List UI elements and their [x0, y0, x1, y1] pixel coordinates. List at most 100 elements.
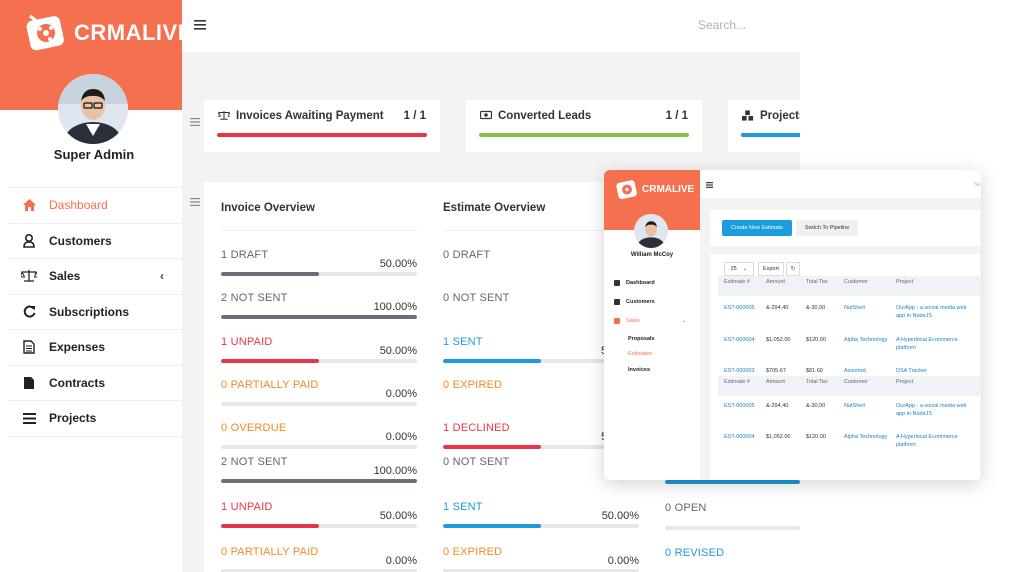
- sidebar-item-contracts[interactable]: Contracts: [8, 364, 182, 401]
- sidebar-item-sales[interactable]: Sales ‹: [8, 258, 182, 294]
- kpi-invoices-awaiting[interactable]: Invoices Awaiting Payment 1 / 1: [204, 100, 440, 152]
- status-label: 0 PARTIALLY PAID: [221, 379, 319, 391]
- chevron-down-icon: ⌄: [681, 318, 687, 324]
- preview-sidebar-item-dashboard[interactable]: Dashboard: [614, 280, 655, 286]
- status-progress-fill: [443, 359, 541, 363]
- sidebar-item-dashboard[interactable]: Dashboard: [8, 187, 182, 223]
- sidebar-item-label: Subscriptions: [49, 304, 130, 319]
- menu-toggle-icon[interactable]: [194, 20, 206, 30]
- column-header[interactable]: Project: [896, 379, 914, 385]
- table-cell[interactable]: A Hyperlocal Ecommerce platform: [896, 337, 958, 351]
- column-header[interactable]: Amount: [766, 379, 785, 385]
- preview-user-name: William McCoy: [630, 252, 674, 258]
- balance-scale-icon: [21, 268, 37, 284]
- switch-pipeline-button[interactable]: Switch To Pipeline: [796, 220, 858, 236]
- bars-icon: [21, 410, 37, 426]
- column-header[interactable]: Total Tax: [806, 279, 828, 285]
- table-cell[interactable]: NutShell: [844, 403, 865, 409]
- avatar[interactable]: [58, 74, 128, 144]
- table-cell[interactable]: EST-000005: [724, 403, 755, 409]
- create-estimate-button[interactable]: Create New Estimate: [722, 220, 792, 236]
- table-cell[interactable]: NutShell: [844, 305, 865, 311]
- sidebar-item-customers[interactable]: Customers: [8, 222, 182, 259]
- table-cell: &‑294,40: [766, 403, 789, 409]
- kpi-title-text: Invoices Awaiting Payment: [236, 110, 384, 122]
- sidebar-item-label: Projects: [49, 411, 97, 426]
- preview-menu-label: Dashboard: [626, 280, 655, 286]
- table-cell: $81.60: [806, 368, 823, 374]
- column-header[interactable]: Customer: [844, 379, 868, 385]
- status-label: 1 DECLINED: [443, 422, 510, 434]
- reload-button[interactable]: ↻: [786, 262, 800, 276]
- table-header: [718, 276, 980, 296]
- avatar[interactable]: [634, 214, 668, 248]
- sidebar-item-label: Dashboard: [49, 198, 108, 213]
- column-header[interactable]: Estimate #: [724, 279, 750, 285]
- status-label: 1 UNPAID: [221, 336, 273, 348]
- status-label: 0 EXPIRED: [443, 546, 503, 558]
- table-cell[interactable]: Alpha Technology: [844, 337, 888, 343]
- overview-bar: [665, 480, 800, 484]
- menu-toggle-icon[interactable]: [706, 182, 713, 188]
- table-cell: &‑30,00: [806, 403, 826, 409]
- column-header[interactable]: Amount: [766, 279, 785, 285]
- column-header[interactable]: Customer: [844, 279, 868, 285]
- topbar: [182, 0, 800, 52]
- table-cell: $120.00: [806, 337, 826, 343]
- drag-handle-icon[interactable]: [190, 198, 200, 206]
- table-cell[interactable]: Alpha Technology: [844, 434, 888, 440]
- preview-sidebar-item-customers[interactable]: Customers: [614, 299, 655, 305]
- column-header[interactable]: Estimate #: [724, 379, 750, 385]
- preview-subitem-estimates[interactable]: Estimates: [628, 351, 653, 357]
- status-percent: 0.00%: [385, 388, 417, 400]
- column-header[interactable]: Total Tax: [806, 379, 828, 385]
- status-percent: 0.00%: [385, 431, 417, 443]
- file-text-icon: [21, 339, 37, 355]
- estimates-preview: CRMALIVE William McCoy Dashboard Custome…: [604, 170, 981, 480]
- preview-subitem-invoices[interactable]: Invoices: [628, 367, 651, 373]
- table-cell[interactable]: Assorted: [844, 368, 866, 374]
- table-cell[interactable]: OurApp - a social media web app in NodeJ…: [896, 403, 967, 417]
- export-button[interactable]: Export: [758, 262, 784, 276]
- column-header[interactable]: Project: [896, 279, 914, 285]
- table-cell[interactable]: EST-000005: [724, 305, 755, 311]
- status-progress-bar: [443, 445, 639, 449]
- page-size-select[interactable]: 25 ⌄: [724, 262, 754, 276]
- sidebar-item-label: Sales: [49, 269, 81, 284]
- preview-sidebar-item-sales[interactable]: Sales ⌄: [614, 318, 686, 324]
- preview-search-input[interactable]: Se: [974, 182, 981, 188]
- status-percent: 50.00%: [379, 345, 417, 357]
- table-cell[interactable]: EST-000003: [724, 368, 755, 374]
- table-cell[interactable]: A Hyperlocal Ecommerce platform: [896, 434, 958, 448]
- table-cell[interactable]: EST-000004: [724, 434, 755, 440]
- money-icon: [480, 110, 492, 122]
- status-progress-bar: [221, 569, 417, 572]
- user-name: Super Admin: [53, 147, 135, 162]
- table-cell: &‑294,40: [766, 305, 789, 311]
- kpi-converted-leads[interactable]: Converted Leads 1 / 1: [466, 100, 702, 152]
- divider: [443, 230, 639, 231]
- drag-handle-icon[interactable]: [190, 118, 200, 126]
- table-cell[interactable]: EST-000004: [724, 337, 755, 343]
- status-percent: 50.00%: [379, 258, 417, 270]
- kpi-title: Projects: [742, 110, 800, 122]
- kpi-count: 1 / 1: [665, 110, 688, 122]
- sidebar-item-expenses[interactable]: Expenses: [8, 329, 182, 365]
- search-input[interactable]: Search...: [698, 18, 747, 32]
- status-progress-fill: [221, 359, 319, 363]
- status-label: 0 OVERDUE: [221, 422, 287, 434]
- sidebar-item-subscriptions[interactable]: Subscriptions: [8, 293, 182, 330]
- sidebar-item-projects[interactable]: Projects: [8, 400, 182, 436]
- status-label: 1 DRAFT: [221, 249, 269, 261]
- user-icon: [21, 233, 37, 249]
- home-icon: [614, 280, 620, 286]
- status-progress-bar: [221, 445, 417, 449]
- kpi-progress-bar: [217, 133, 427, 137]
- kpi-projects[interactable]: Projects: [728, 100, 800, 152]
- table-cell[interactable]: DSA Tracker: [896, 368, 927, 374]
- status-label: 2 NOT SENT: [221, 292, 288, 304]
- table-cell[interactable]: OurApp - a social media web app in NodeJ…: [896, 305, 967, 319]
- preview-subitem-proposals[interactable]: Proposals: [628, 336, 655, 342]
- status-progress-bar: [443, 569, 639, 572]
- kpi-progress-bar: [741, 133, 800, 137]
